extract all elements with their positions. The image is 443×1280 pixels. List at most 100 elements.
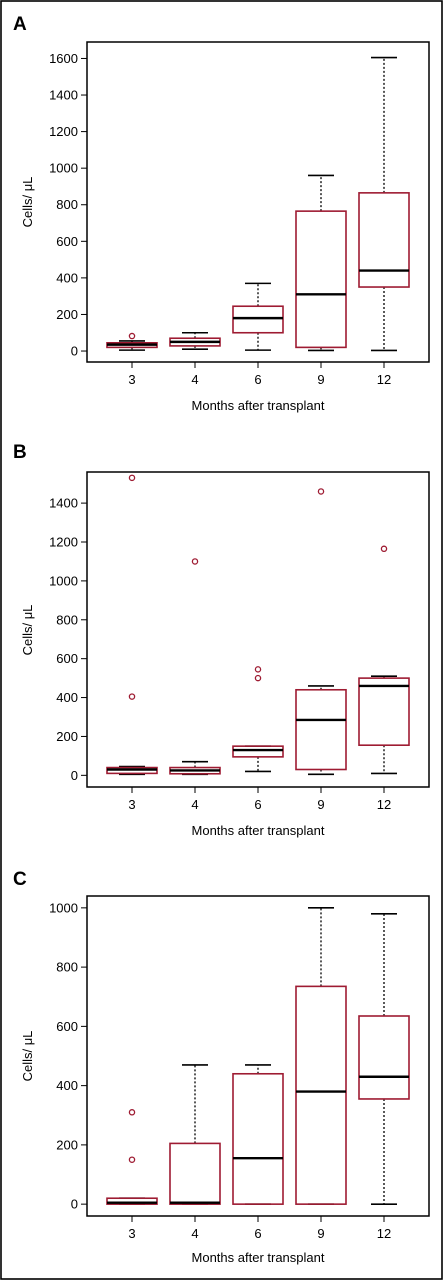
panel-a-y-tick-label: 800 bbox=[56, 197, 78, 212]
panel-c-x-tick-label: 6 bbox=[254, 1226, 261, 1241]
outlier-point bbox=[254, 674, 262, 682]
panel-b-x-title: Months after transplant bbox=[192, 823, 325, 838]
panel-b-boxes bbox=[106, 474, 410, 776]
box-iqr bbox=[232, 745, 284, 758]
panel-a-box-9 bbox=[295, 174, 347, 352]
box-iqr bbox=[295, 985, 347, 1205]
outlier-point bbox=[128, 1156, 136, 1163]
panel-c-box-12 bbox=[358, 912, 410, 1205]
panel-a-x-tick-label: 4 bbox=[191, 372, 198, 387]
panel-b-x-tick-label: 3 bbox=[128, 797, 135, 812]
panel-b-y-tick-label: 1400 bbox=[49, 496, 78, 511]
panel-c-x-title: Months after transplant bbox=[192, 1250, 325, 1265]
panel-a-x-tick-label: 9 bbox=[317, 372, 324, 387]
panel-a-x-tick-label: 6 bbox=[254, 372, 261, 387]
box-iqr bbox=[358, 192, 410, 288]
panel-a-y-axis: 0 200 400 600 800 1000 1200 1400 1600 bbox=[49, 51, 87, 359]
panel-a-x-tick-label: 12 bbox=[377, 372, 391, 387]
box-iqr bbox=[295, 210, 347, 349]
outlier-point bbox=[380, 545, 388, 553]
panel-a-box-12 bbox=[358, 56, 410, 352]
panel-c-y-tick-label: 800 bbox=[56, 960, 78, 975]
panel-b-y-tick-label: 1200 bbox=[49, 535, 78, 550]
panel-a-plot-area bbox=[86, 41, 430, 363]
panel-c-box-9 bbox=[295, 907, 347, 1205]
panel-a-x-axis: 3 4 6 9 12 bbox=[128, 362, 391, 387]
panel-a-x-title: Months after transplant bbox=[192, 398, 325, 413]
panel-c-box-4 bbox=[169, 1064, 221, 1205]
panel-c-y-tick-label: 1000 bbox=[49, 900, 78, 915]
panel-b-letter: B bbox=[13, 442, 27, 463]
box-iqr bbox=[106, 1197, 158, 1205]
panel-c-plot-area bbox=[86, 895, 430, 1217]
panel-a-box-4 bbox=[169, 331, 221, 351]
panel-a-letter: A bbox=[13, 14, 27, 35]
outlier-point bbox=[128, 693, 136, 700]
panel-c: C 0 200 400 600 800 1000 3 4 6 9 12 Months after … bbox=[13, 869, 430, 1265]
panel-b-y-tick-label: 400 bbox=[56, 690, 78, 705]
outlier-point bbox=[191, 558, 199, 565]
panel-a-y-tick-label: 0 bbox=[71, 344, 78, 359]
panel-b-box-6 bbox=[232, 666, 284, 773]
panel-c-x-tick-label: 12 bbox=[377, 1226, 391, 1241]
panel-b-x-tick-label: 6 bbox=[254, 797, 261, 812]
panel-b-x-tick-label: 4 bbox=[191, 797, 198, 812]
panel-c-letter: C bbox=[13, 869, 27, 890]
panel-a-y-title: Cells/ μL bbox=[20, 177, 35, 228]
panel-c-x-tick-label: 3 bbox=[128, 1226, 135, 1241]
panel-c-y-tick-label: 400 bbox=[56, 1078, 78, 1093]
box-iqr bbox=[358, 1015, 410, 1100]
panel-c-y-tick-label: 0 bbox=[71, 1197, 78, 1212]
panel-b-x-tick-label: 12 bbox=[377, 797, 391, 812]
panel-a-y-tick-label: 600 bbox=[56, 234, 78, 249]
panel-a-box-6 bbox=[232, 282, 284, 351]
panel-c-y-axis: 0 200 400 600 800 1000 bbox=[49, 900, 87, 1212]
panel-b-box-9 bbox=[295, 488, 347, 776]
panel-b-y-title: Cells/ μL bbox=[20, 605, 35, 656]
panel-c-y-tick-label: 200 bbox=[56, 1137, 78, 1152]
panel-b-box-4 bbox=[169, 558, 221, 776]
panel-b-y-tick-label: 600 bbox=[56, 651, 78, 666]
panel-c-boxes bbox=[106, 907, 410, 1205]
outlier-point bbox=[254, 666, 262, 673]
box-iqr bbox=[295, 688, 347, 771]
box-iqr bbox=[169, 1142, 221, 1205]
panel-a-y-tick-label: 1000 bbox=[49, 161, 78, 176]
panel-c-x-tick-label: 9 bbox=[317, 1226, 324, 1241]
panel-b-y-axis: 0 200 400 600 800 1000 1200 1400 bbox=[49, 496, 87, 783]
panel-a-box-3 bbox=[106, 332, 158, 351]
outlier-point bbox=[128, 474, 136, 482]
panel-b-x-tick-label: 9 bbox=[317, 797, 324, 812]
panel-a-y-tick-label: 1200 bbox=[49, 124, 78, 139]
panel-a-y-tick-label: 200 bbox=[56, 307, 78, 322]
panel-c-x-axis: 3 4 6 9 12 bbox=[128, 1216, 391, 1241]
panel-c-box-6 bbox=[232, 1064, 284, 1205]
panel-b-y-tick-label: 1000 bbox=[49, 573, 78, 588]
panel-b: B 0 200 400 600 800 1000 1200 1400 3 4 6 9 12 Month… bbox=[13, 442, 430, 838]
outlier-point bbox=[317, 488, 325, 495]
panel-b-plot-area bbox=[86, 471, 430, 788]
panel-a-y-tick-label: 400 bbox=[56, 270, 78, 285]
panel-a-boxes bbox=[106, 56, 410, 352]
panel-a-y-tick-label: 1400 bbox=[49, 88, 78, 103]
panel-b-y-tick-label: 200 bbox=[56, 729, 78, 744]
panel-b-y-tick-label: 800 bbox=[56, 612, 78, 627]
panel-c-x-tick-label: 4 bbox=[191, 1226, 198, 1241]
outlier-point bbox=[128, 332, 136, 340]
panel-c-box-3 bbox=[106, 1109, 158, 1205]
panel-a: A 0 200 400 600 800 1000 1200 1400 1600 3 4 6 9 12 M… bbox=[13, 14, 430, 413]
panel-a-y-tick-label: 1600 bbox=[49, 51, 78, 66]
panel-a-x-tick-label: 3 bbox=[128, 372, 135, 387]
panel-c-y-tick-label: 600 bbox=[56, 1019, 78, 1034]
panel-b-box-12 bbox=[358, 545, 410, 775]
box-iqr bbox=[358, 677, 410, 746]
panel-b-y-tick-label: 0 bbox=[71, 768, 78, 783]
box-iqr bbox=[232, 305, 284, 334]
panel-c-y-title: Cells/ μL bbox=[20, 1031, 35, 1082]
outlier-point bbox=[128, 1109, 136, 1116]
panel-b-box-3 bbox=[106, 474, 158, 776]
box-iqr bbox=[232, 1072, 284, 1205]
panel-b-x-axis: 3 4 6 9 12 bbox=[128, 787, 391, 812]
